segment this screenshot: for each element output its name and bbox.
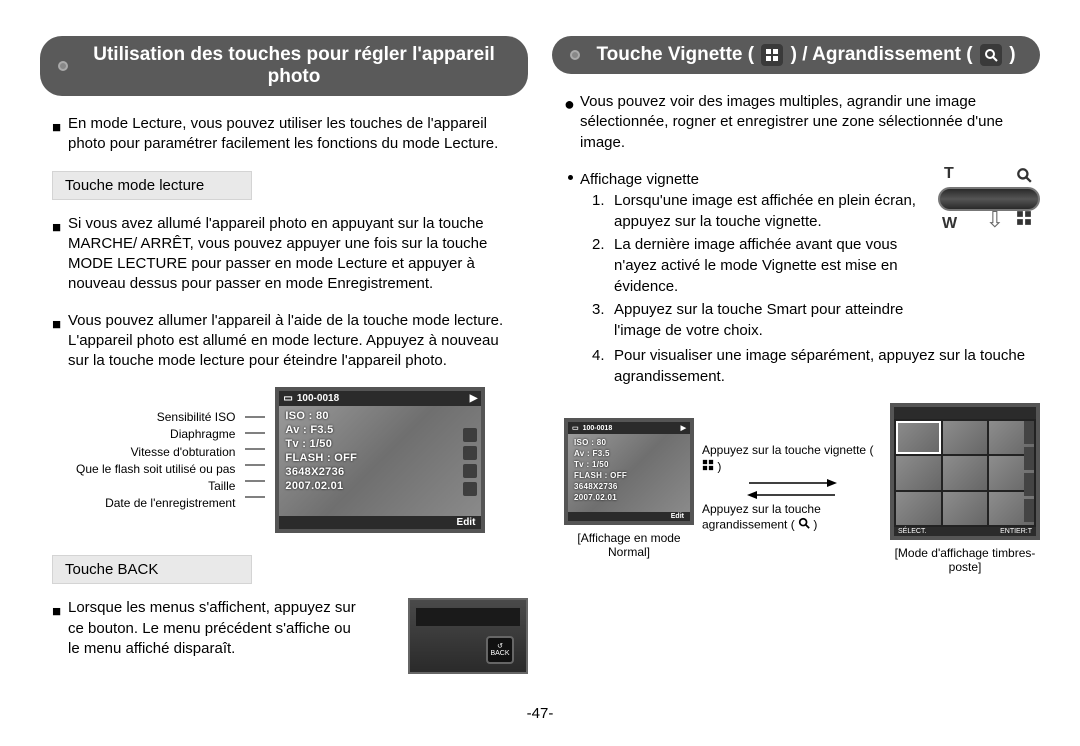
step-2: La dernière image affichée avant que vou…: [614, 234, 916, 297]
back-arrow-icon: ↺: [497, 643, 503, 650]
thumb-cell[interactable]: [896, 421, 941, 454]
thumb-cell[interactable]: [943, 456, 988, 490]
label-flash: Que le flash soit utilisé ou pas: [76, 463, 235, 476]
back-button-photo: ↺ BACK: [408, 598, 528, 674]
lcd-info-block: Sensibilité ISO Diaphragme Vitesse d'obt…: [76, 387, 528, 533]
square-bullet-icon: ■: [52, 315, 61, 335]
label-iso: Sensibilité ISO: [76, 411, 235, 424]
step-3: Appuyez sur la touche Smart pour atteind…: [614, 299, 916, 341]
sec2-p1: ■ Lorsque les menus s'affichent, appuyez…: [68, 598, 358, 659]
back-label: BACK: [490, 650, 509, 657]
grid-full-label: ENTIER:T: [1000, 528, 1032, 535]
lcd-normal: ▭100-0018▶ ISO : 80 Av : F3.5 Tv : 1/50 …: [564, 418, 694, 525]
thumbnail-display-col: SÉLECT. ENTIER:T [Mode d'affichage timbr…: [890, 403, 1040, 575]
lcd-side-icons: [463, 428, 477, 496]
grid-select-label: SÉLECT.: [898, 528, 926, 535]
thumb-cell[interactable]: [943, 492, 988, 526]
lcd-iso: ISO : 80: [285, 410, 475, 422]
arrow-column: Appuyez sur la touche vignette ( ) Appuy…: [702, 443, 882, 533]
caption-normal: [Affichage en mode Normal]: [564, 531, 694, 559]
tele-label: T: [944, 165, 954, 183]
left-header-text: Utilisation des touches pour régler l'ap…: [78, 44, 510, 88]
sec1-p2: ■ Vous pouvez allumer l'appareil à l'aid…: [68, 311, 516, 372]
lcd-photo: ISO : 80 Av : F3.5 Tv : 1/50 FLASH : OFF…: [279, 406, 481, 516]
label-date: Date de l'enregistrement: [76, 497, 235, 510]
lcd-label-column: Sensibilité ISO Diaphragme Vitesse d'obt…: [76, 387, 235, 514]
steps-list: 1.Lorsqu'une image est affichée en plein…: [592, 190, 916, 341]
disc-bullet-icon: [568, 175, 573, 180]
square-bullet-icon: ■: [52, 118, 61, 138]
play-icon: ▶: [681, 424, 686, 432]
square-bullet-icon: ■: [52, 602, 61, 622]
subheader-back: Touche BACK: [52, 555, 252, 584]
left-column: Utilisation des touches pour régler l'ap…: [40, 36, 528, 674]
label-av: Diaphragme: [76, 428, 235, 441]
play-icon: ▶: [470, 393, 478, 404]
subheader-mode-lecture: Touche mode lecture: [52, 171, 252, 200]
header-dot-icon: [570, 50, 580, 60]
folder-icon: ▭: [572, 424, 579, 432]
step-4-wrap: 4.Pour visualiser une image séparément, …: [592, 345, 1040, 387]
label-tv: Vitesse d'obturation: [76, 446, 235, 459]
step-4: Pour visualiser une image séparément, ap…: [614, 345, 1040, 387]
press-zoom-text: Appuyez sur la touche agrandissement ( ): [702, 502, 882, 534]
down-arrow-icon: ⇩: [986, 207, 1004, 233]
label-leader-lines: [245, 387, 265, 505]
magnify-icon: [980, 44, 1002, 66]
square-bullet-icon: ■: [52, 218, 61, 238]
dpof-icon: [463, 464, 477, 478]
magnify-icon: [798, 517, 810, 534]
back-button[interactable]: ↺ BACK: [486, 636, 514, 664]
round-bullet-icon: ●: [564, 92, 575, 116]
camera-strip: [416, 608, 520, 626]
vignette-section: Affichage vignette 1.Lorsqu'une image es…: [552, 169, 916, 343]
step-1: Lorsqu'une image est affichée en plein é…: [614, 190, 916, 232]
zoom-rocker[interactable]: T ⇩ W: [938, 187, 1040, 211]
lcd-bottombar: Edit: [279, 516, 481, 529]
transition-row: ▭100-0018▶ ISO : 80 Av : F3.5 Tv : 1/50 …: [564, 403, 1040, 575]
thumb-cell[interactable]: [943, 421, 988, 455]
right-header-text: Touche Vignette ( ) / Agrandissement ( ): [590, 44, 1022, 66]
press-thumb-text: Appuyez sur la touche vignette ( ): [702, 443, 882, 475]
sec1-p1: ■ Si vous avez allumé l'appareil photo e…: [68, 214, 516, 295]
header-dot-icon: [58, 61, 68, 71]
wide-label: W: [942, 215, 957, 233]
lcd-tv: Tv : 1/50: [285, 438, 475, 450]
print-icon: [463, 482, 477, 496]
thumbnail-icon: [702, 459, 714, 476]
normal-display-col: ▭100-0018▶ ISO : 80 Av : F3.5 Tv : 1/50 …: [564, 418, 694, 559]
sub-vignette: Affichage vignette: [580, 169, 916, 190]
folder-icon: ▭: [283, 393, 292, 404]
thumb-cell[interactable]: [896, 456, 941, 489]
label-size: Taille: [76, 480, 235, 493]
right-column: Touche Vignette ( ) / Agrandissement ( )…: [552, 36, 1040, 674]
wt-control-wrap: T ⇩ W: [928, 169, 1040, 343]
lcd-av: Av : F3.5: [285, 424, 475, 436]
lcd-edit: Edit: [457, 517, 476, 528]
lcd-folder: 100-0018: [297, 393, 339, 404]
caption-thumb: [Mode d'affichage timbres-poste]: [890, 546, 1040, 574]
lcd-size: 3648X2736: [285, 466, 475, 478]
lcd-date: 2007.02.01: [285, 480, 475, 492]
left-header: Utilisation des touches pour régler l'ap…: [40, 36, 528, 96]
page-number: -47-: [0, 705, 1080, 722]
lcd-flash: FLASH : OFF: [285, 452, 475, 464]
grid-side-icons: [1024, 421, 1034, 523]
thumbnail-icon: [1016, 210, 1032, 231]
lcd-main: ▭ 100-0018 ▶ ISO : 80 Av : F3.5 Tv : 1/5…: [275, 387, 485, 533]
thumbnail-icon: [761, 44, 783, 66]
left-intro: ■ En mode Lecture, vous pouvez utiliser …: [68, 114, 516, 155]
right-header: Touche Vignette ( ) / Agrandissement ( ): [552, 36, 1040, 74]
lcd-thumbnail-grid: SÉLECT. ENTIER:T: [890, 403, 1040, 541]
lock-icon: [463, 428, 477, 442]
lcd-topbar: ▭ 100-0018 ▶: [279, 391, 481, 406]
voice-icon: [463, 446, 477, 460]
right-intro: ● Vous pouvez voir des images multiples,…: [580, 92, 1028, 153]
magnify-icon: [1016, 167, 1032, 188]
back-row: ■ Lorsque les menus s'affichent, appuyez…: [52, 598, 528, 674]
double-arrow: [747, 478, 837, 500]
thumb-cell[interactable]: [896, 492, 941, 525]
